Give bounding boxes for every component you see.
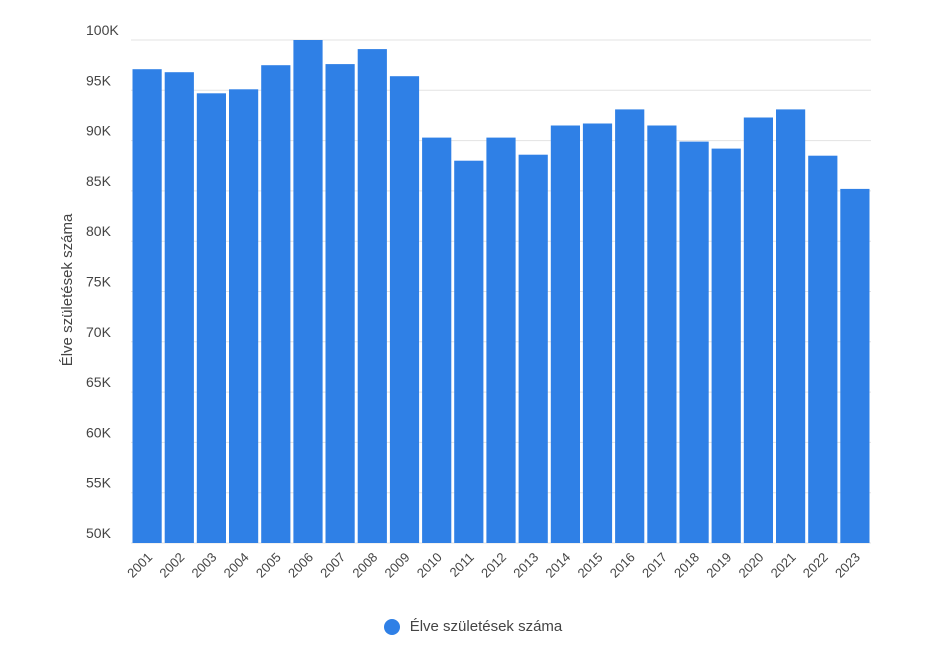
bar-2002[interactable] [164,72,194,543]
x-tick-label: 2012 [478,550,509,581]
x-tick-label: 2013 [510,550,541,581]
bar-2007[interactable] [325,64,355,543]
x-tick-label: 2005 [253,550,284,581]
bar-2005[interactable] [261,65,291,543]
bar-2011[interactable] [454,160,484,543]
y-tick-label: 85K [86,173,112,189]
y-tick-label: 50K [86,525,112,541]
bar-2008[interactable] [357,49,387,543]
x-tick-label: 2016 [607,550,638,581]
bar-2012[interactable] [486,137,516,543]
legend-label: Élve születések száma [409,618,563,635]
bar-2004[interactable] [229,89,259,544]
y-tick-label: 75K [86,274,112,290]
x-tick-label: 2001 [124,550,155,581]
x-tick-label: 2018 [671,550,702,581]
x-axis-ticks: 2001 2002 2003 2004 2005 2006 2007 2008 2009 2010… [124,550,863,581]
x-tick-label: 2015 [575,550,606,581]
x-tick-label: 2011 [447,550,477,580]
x-tick-label: 2023 [832,550,863,581]
x-tick-label: 2019 [703,550,734,581]
bar-2018[interactable] [679,141,709,543]
x-tick-label: 2014 [542,550,573,581]
bar-2010[interactable] [422,137,452,543]
bar-2022[interactable] [808,155,838,543]
bar-2023[interactable] [840,188,870,543]
bar-2020[interactable] [743,117,773,544]
y-tick-label: 60K [86,424,112,440]
y-tick-label: 100K [86,22,119,38]
legend-marker [383,618,400,635]
bar-2015[interactable] [582,123,613,544]
y-tick-label: 65K [86,374,112,390]
legend: Élve születések száma [0,618,946,635]
y-tick-label: 70K [86,324,112,340]
y-axis-ticks: 50K 55K 60K 65K 70K 75K 80K 85K 90K 95K 100K [86,22,119,541]
x-tick-label: 2007 [317,550,348,581]
x-tick-label: 2006 [285,550,316,581]
bar-2009[interactable] [389,76,420,543]
y-tick-label: 90K [86,123,112,139]
bar-2019[interactable] [711,148,741,543]
bar-2021[interactable] [776,109,806,544]
x-tick-label: 2003 [188,550,219,581]
bar-2001[interactable] [132,69,162,543]
x-tick-label: 2002 [156,550,187,581]
x-tick-label: 2021 [768,550,799,581]
bar-2016[interactable] [615,109,645,544]
bar-2003[interactable] [196,93,226,544]
x-tick-label: 2008 [349,550,380,581]
x-tick-label: 2009 [382,550,413,581]
x-tick-label: 2022 [800,550,831,581]
y-tick-label: 95K [86,72,112,88]
bars [132,40,870,544]
y-axis-label: Élve születések száma [59,213,76,366]
bar-2017[interactable] [647,125,677,544]
bar-2013[interactable] [518,154,548,543]
bar-2006[interactable] [293,40,323,543]
x-tick-label: 2010 [414,550,445,581]
x-tick-label: 2017 [639,550,670,581]
bar-2014[interactable] [550,125,580,544]
x-tick-label: 2020 [735,550,766,581]
y-tick-label: 55K [86,475,112,491]
x-tick-label: 2004 [221,550,252,581]
y-tick-label: 80K [86,223,112,239]
